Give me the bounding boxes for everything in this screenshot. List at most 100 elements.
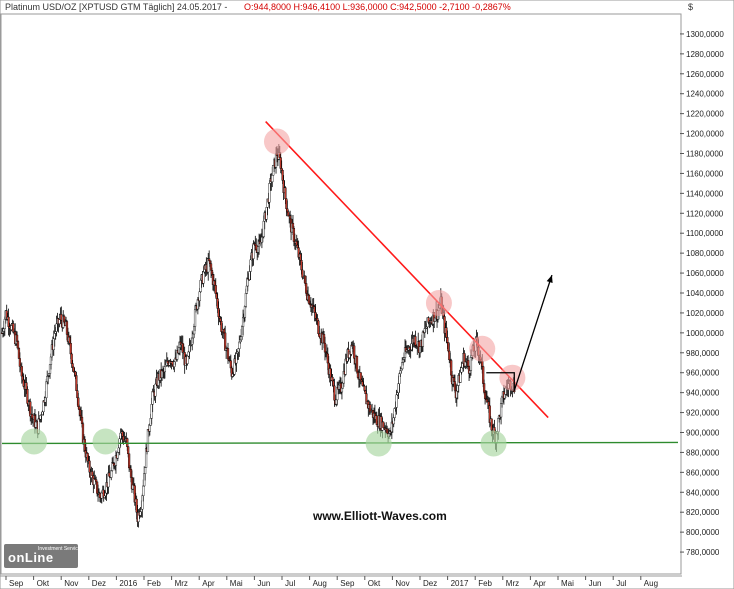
y-tick-label: 780,0000: [686, 548, 720, 557]
projection-arrowhead: [546, 275, 553, 284]
x-tick-label: Jul: [285, 579, 295, 588]
x-tick-label: Aug: [313, 579, 327, 588]
y-tick-label: 1160,0000: [686, 169, 724, 178]
x-axis: Sep Okt Nov Dez 2016 Feb Mrz Apr Mai Jun Jul Aug Sep…: [0, 575, 682, 588]
overlays: [1, 121, 679, 457]
y-tick-label: 880,0000: [686, 448, 720, 457]
x-tick-label: Jun: [589, 579, 602, 588]
plot-area: [0, 13, 682, 575]
y-tick-label: 980,0000: [686, 349, 720, 358]
x-tick-label: Mai: [230, 579, 243, 588]
y-tick-label: 820,0000: [686, 508, 720, 517]
candle-body: [467, 360, 470, 367]
x-tick-label: Mai: [561, 579, 574, 588]
candle-body: [395, 394, 398, 408]
x-tick-label: Apr: [202, 579, 215, 588]
y-tick-label: 1220,0000: [686, 110, 724, 119]
ohlc-label: O:944,8000 H:946,4100 L:936,0000 C:942,5…: [244, 2, 511, 12]
y-tick-label: 1080,0000: [686, 249, 724, 258]
y-tick-label: 1240,0000: [686, 90, 724, 99]
logo-text: onLine: [8, 550, 54, 565]
candle-body: [446, 337, 449, 343]
candle-body: [284, 187, 287, 200]
x-tick-label: Okt: [37, 579, 50, 588]
y-tick-label: 1260,0000: [686, 70, 724, 79]
candle-body: [363, 385, 366, 391]
x-tick-label: Feb: [147, 579, 161, 588]
candle-body: [111, 462, 114, 471]
y-tick-label: 1020,0000: [686, 309, 724, 318]
candle-body: [202, 271, 205, 284]
candle-body: [198, 291, 201, 301]
y-tick-label: 900,0000: [686, 429, 720, 438]
x-tick-label: Mrz: [506, 579, 519, 588]
candle-body: [301, 269, 304, 278]
chart-header: Platinum USD/OZ [XPTUSD GTM Täglich] 24.…: [5, 2, 693, 12]
y-tick-label: 1280,0000: [686, 50, 724, 59]
candle-body: [144, 467, 147, 475]
candle-body: [69, 342, 72, 355]
y-tick-label: 1300,0000: [686, 30, 724, 39]
pivot-marker-red: [469, 335, 496, 362]
y-tick-label: 920,0000: [686, 409, 720, 418]
candle-body: [355, 356, 359, 373]
x-tick-label: Dez: [92, 579, 106, 588]
pivot-marker-red: [263, 128, 290, 155]
x-tick-label: 2017: [451, 579, 469, 588]
candle-body: [34, 421, 37, 428]
x-tick-label: Sep: [340, 579, 355, 588]
pivot-marker-green: [365, 430, 392, 457]
y-tick-label: 1000,0000: [686, 329, 724, 338]
candle-body: [71, 363, 74, 368]
y-axis: 780,0000 800,0000 820,0000 840,0000 860,0000…: [680, 30, 724, 557]
x-tick-label: Feb: [478, 579, 492, 588]
candle-body: [323, 342, 327, 353]
pivot-marker-red: [425, 289, 452, 316]
x-tick-label: Mrz: [175, 579, 188, 588]
pivot-marker-red: [499, 364, 526, 391]
candle-body: [421, 331, 425, 347]
candle-body: [163, 366, 167, 373]
y-tick-label: 840,0000: [686, 488, 720, 497]
pivot-marker-green: [480, 430, 507, 457]
candle-body: [208, 258, 211, 261]
y-tick-label: 860,0000: [686, 468, 720, 477]
candle-body: [186, 355, 189, 364]
x-tick-label: Jun: [257, 579, 270, 588]
currency-symbol: $: [688, 2, 693, 12]
x-tick-label: Nov: [64, 579, 78, 588]
resistance-trendline: [265, 121, 549, 419]
y-tick-label: 1120,0000: [686, 209, 724, 218]
y-tick-label: 940,0000: [686, 389, 720, 398]
x-tick-label: Nov: [395, 579, 409, 588]
x-tick-label: Dez: [423, 579, 437, 588]
candle-body: [142, 485, 145, 497]
y-tick-label: 1180,0000: [686, 150, 724, 159]
candle-body: [148, 425, 151, 432]
y-tick-label: 800,0000: [686, 528, 720, 537]
candle-body: [151, 391, 154, 405]
y-tick-label: 1140,0000: [686, 189, 724, 198]
x-tick-label: Aug: [644, 579, 658, 588]
x-tick-label: Apr: [533, 579, 546, 588]
y-tick-label: 1100,0000: [686, 229, 724, 238]
candle-body: [244, 293, 247, 307]
candle-body: [252, 243, 255, 259]
candle-body: [249, 259, 252, 272]
x-tick-label: 2016: [119, 579, 137, 588]
y-tick-label: 1040,0000: [686, 289, 724, 298]
candle-body: [271, 175, 274, 183]
y-tick-label: 1200,0000: [686, 130, 724, 139]
projection-path: [486, 274, 553, 391]
pivot-marker-green: [21, 428, 48, 455]
instrument-label: Platinum USD/OZ [XPTUSD GTM Täglich] 24.…: [5, 2, 227, 12]
y-tick-label: 1060,0000: [686, 269, 724, 278]
x-tick-label: Okt: [368, 579, 381, 588]
pivot-marker-green: [92, 428, 119, 455]
watermark: www.Elliott-Waves.com: [312, 509, 447, 523]
candle-body: [353, 345, 356, 359]
y-tick-label: 960,0000: [686, 369, 720, 378]
